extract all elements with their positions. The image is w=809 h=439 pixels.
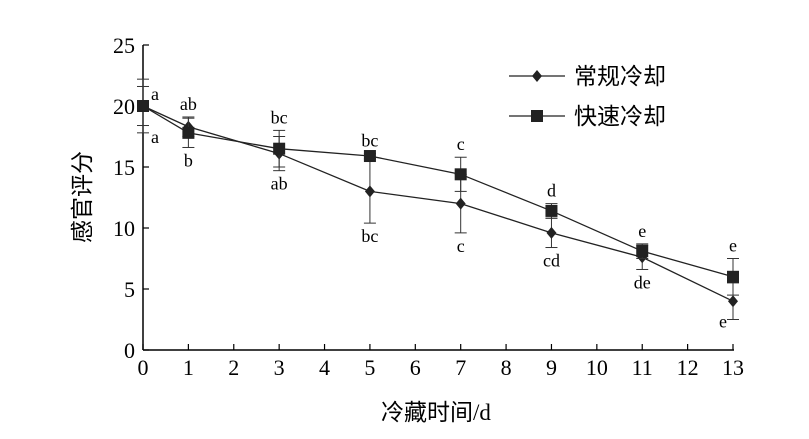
legend-diamond-marker <box>532 70 542 82</box>
x-tick-label: 6 <box>410 355 421 380</box>
x-tick-label: 8 <box>501 355 512 380</box>
significance-letter: a <box>151 127 159 147</box>
y-axis-title: 感官评分 <box>70 151 95 243</box>
data-point <box>273 142 286 155</box>
significance-letter: bc <box>361 131 378 151</box>
x-axis-title: 冷藏时间/d <box>381 400 491 425</box>
data-point <box>363 150 376 163</box>
data-point <box>454 168 467 181</box>
data-point <box>546 226 557 239</box>
significance-letter: e <box>638 221 646 241</box>
significance-letter: ab <box>271 174 288 194</box>
x-tick-label: 13 <box>722 355 744 380</box>
y-tick-label: 5 <box>124 277 135 302</box>
significance-letter: c <box>457 134 465 154</box>
legend-item-1: 常规冷却 <box>509 64 666 89</box>
data-point <box>455 197 466 210</box>
data-point <box>545 204 558 217</box>
significance-letter: a <box>151 84 159 104</box>
x-tick-label: 10 <box>586 355 608 380</box>
x-tick-label: 7 <box>455 355 466 380</box>
data-point <box>728 295 738 308</box>
x-tick-label: 11 <box>632 355 653 380</box>
x-tick-label: 4 <box>319 355 330 380</box>
legend-label: 常规冷却 <box>574 64 666 89</box>
x-tick-label: 2 <box>228 355 239 380</box>
x-tick-label: 3 <box>274 355 285 380</box>
significance-letter: d <box>547 181 556 201</box>
legend-square-marker <box>531 110 543 122</box>
data-point <box>137 100 149 112</box>
x-tick-label: 12 <box>677 355 699 380</box>
legend-item-2: 快速冷却 <box>509 104 666 129</box>
x-tick-label: 0 <box>138 355 149 380</box>
significance-letter: b <box>184 150 193 170</box>
significance-letter: bc <box>361 226 378 246</box>
data-point <box>182 126 195 139</box>
legend-label: 快速冷却 <box>574 104 666 129</box>
significance-letter: c <box>457 236 465 256</box>
significance-letter: e <box>719 312 727 332</box>
significance-letter: bc <box>271 107 288 127</box>
x-tick-label: 1 <box>183 355 194 380</box>
y-tick-label: 0 <box>124 338 135 363</box>
y-tick-label: 10 <box>113 216 135 241</box>
x-tick-label: 5 <box>364 355 375 380</box>
data-point <box>364 185 375 198</box>
y-tick-label: 25 <box>113 33 135 58</box>
y-tick-label: 15 <box>113 155 135 180</box>
data-point <box>636 245 649 258</box>
y-tick-label: 20 <box>113 94 135 119</box>
series-line <box>142 105 734 278</box>
data-point <box>727 270 739 283</box>
significance-letter: ab <box>180 94 197 114</box>
significance-letter: e <box>729 236 737 256</box>
significance-letter: cd <box>543 251 560 271</box>
significance-letter: de <box>634 272 651 292</box>
series-line <box>142 105 734 302</box>
x-tick-label: 9 <box>546 355 557 380</box>
